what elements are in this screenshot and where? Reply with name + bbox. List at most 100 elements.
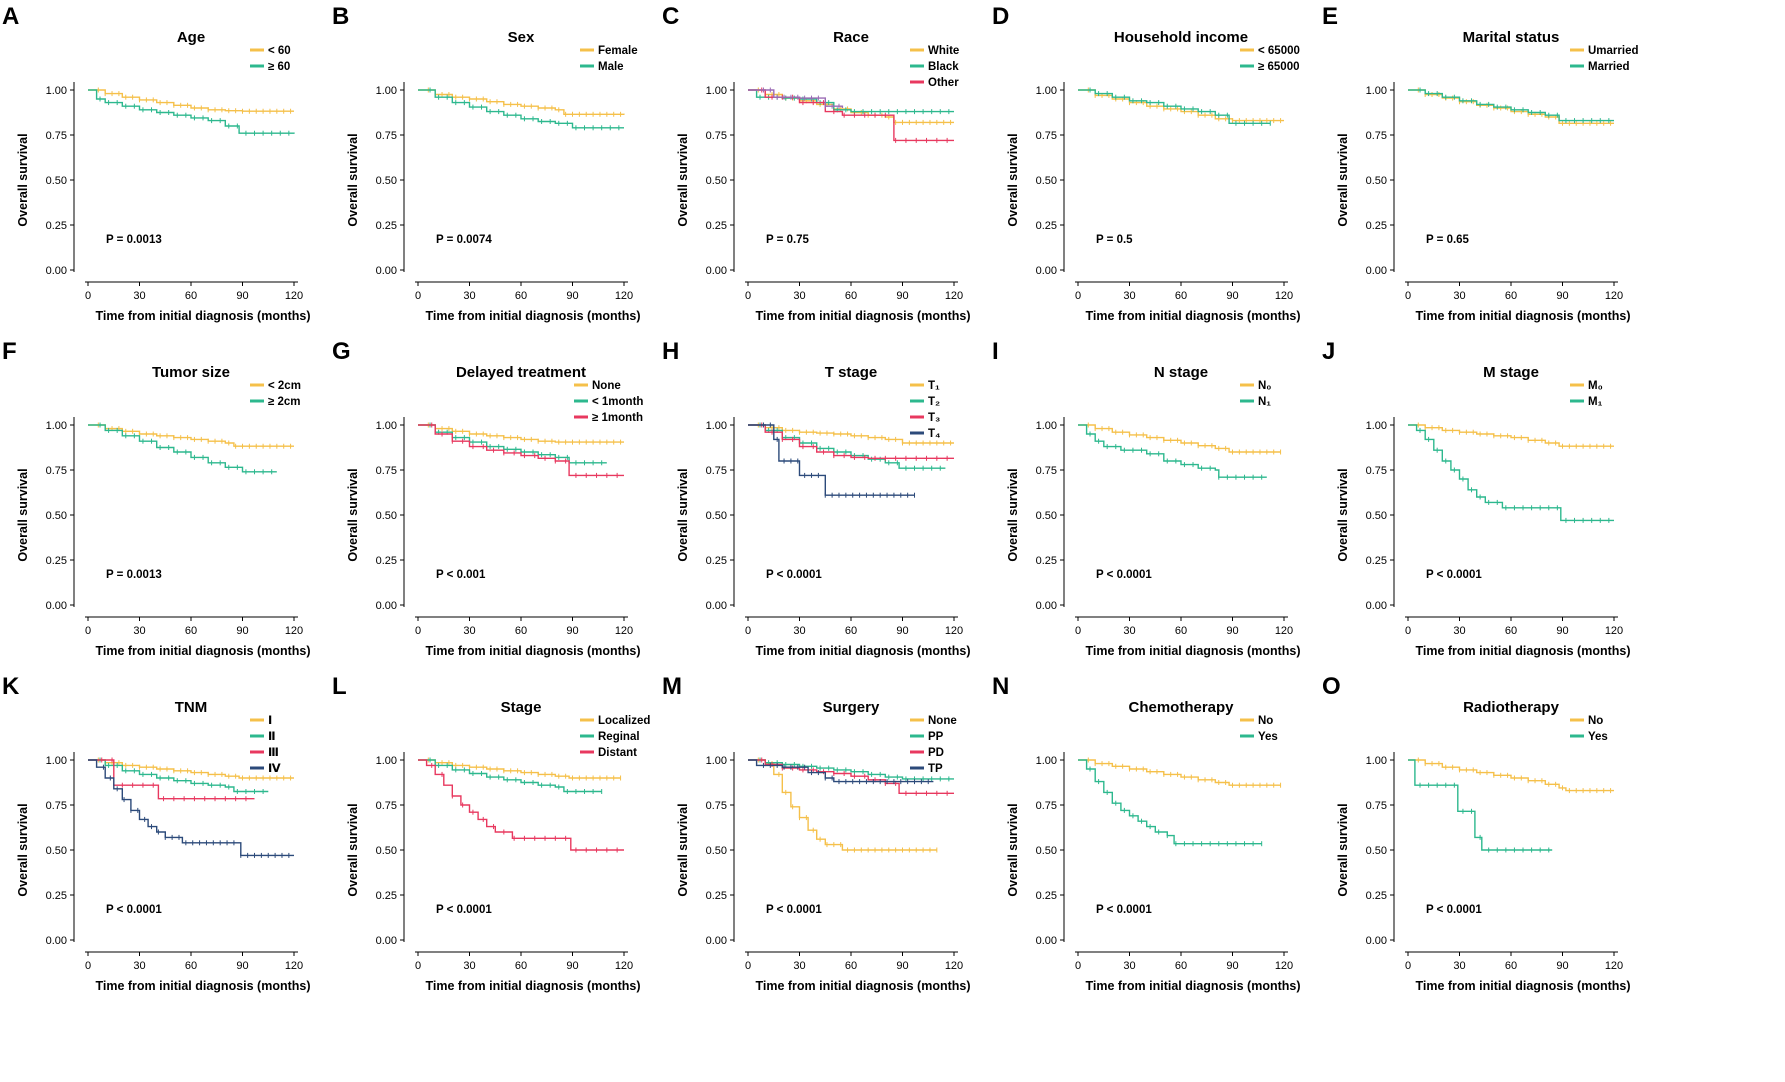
panel-e-svg: E Marital status 0.00 0.25 0.50 0.75 1.00 0 30 60… [1322,3,1639,323]
panel-letter: A [2,3,19,30]
x-axis-label: Time from initial diagnosis (months) [755,644,970,658]
p-value-label: P = 0.0013 [106,569,162,581]
survival-curve [1078,759,1281,786]
p-value-label: P < 0.0001 [1426,569,1482,581]
x-tick-label: 90 [896,290,908,302]
x-tick-label: 0 [85,625,91,637]
y-tick-label: 0.00 [1366,935,1387,947]
panel-c-svg: C Race 0.00 0.25 0.50 0.75 1.00 0 30 60 90 120 Time … [662,3,971,323]
y-tick-label: 0.50 [46,175,67,187]
y-tick-label: 0.00 [1366,265,1387,277]
survival-curve [88,89,295,134]
panel-letter: E [1322,3,1338,30]
y-axis-label: Overall survival [16,133,30,226]
x-axis-label: Time from initial diagnosis (months) [425,644,640,658]
x-tick-label: 0 [1075,290,1081,302]
legend-label: Localized [598,715,650,727]
x-tick-label: 30 [1123,960,1135,972]
y-axis-label: Overall survival [346,468,360,561]
y-axis-label: Overall survival [1336,803,1350,896]
p-value-label: P = 0.0074 [436,234,492,246]
y-tick-label: 0.00 [1036,265,1057,277]
y-tick-label: 0.50 [1366,175,1387,187]
legend-label: M₁ [1588,396,1603,408]
survival-curve [748,89,954,113]
panel-k-svg: K TNM 0.00 0.25 0.50 0.75 1.00 0 30 60 90 120 Time f… [2,673,311,993]
panel-f-svg: F Tumor size 0.00 0.25 0.50 0.75 1.00 0 30 60 90 12… [2,338,311,658]
y-tick-label: 0.50 [706,845,727,857]
chart-title: M stage [1483,364,1539,381]
x-tick-label: 30 [1453,625,1465,637]
p-value-label: P < 0.0001 [766,904,822,916]
x-tick-label: 90 [896,960,908,972]
survival-curve [748,424,915,496]
legend-label: ≥ 1month [592,412,643,424]
x-tick-label: 90 [566,960,578,972]
survival-curve [1078,759,1262,845]
x-tick-label: 120 [945,960,963,972]
x-tick-label: 30 [133,625,145,637]
y-tick-label: 0.00 [46,600,67,612]
x-tick-label: 60 [515,960,527,972]
x-tick-label: 60 [1505,625,1517,637]
x-tick-label: 120 [1605,625,1623,637]
y-tick-label: 0.00 [1366,600,1387,612]
panel-letter: D [992,3,1009,30]
y-axis-label: Overall survival [1336,133,1350,226]
legend-label: ≥ 60 [268,61,290,73]
y-tick-label: 0.50 [1036,175,1057,187]
legend-label: N₀ [1258,380,1272,392]
panel-h-svg: H T stage 0.00 0.25 0.50 0.75 1.00 0 30 60 90 120 Ti… [662,338,971,658]
panel-m-svg: M Surgery 0.00 0.25 0.50 0.75 1.00 0 30 60 90 120 Ti… [662,673,971,993]
legend-label: < 1month [592,396,643,408]
x-axis-label: Time from initial diagnosis (months) [95,979,310,993]
x-tick-label: 60 [185,625,197,637]
survival-curve [418,424,624,443]
x-tick-label: 0 [85,290,91,302]
p-value-label: P < 0.0001 [766,569,822,581]
x-tick-label: 90 [1556,290,1568,302]
x-tick-label: 0 [1405,290,1411,302]
survival-curve [88,759,294,857]
survival-curve [1078,424,1281,453]
y-tick-label: 1.00 [706,85,727,97]
x-tick-label: 0 [1405,625,1411,637]
y-tick-label: 0.25 [376,220,397,232]
panel-n-svg: N Chemotherapy 0.00 0.25 0.50 0.75 1.00 0 30 60 90… [992,673,1301,993]
y-tick-label: 1.00 [1036,85,1057,97]
x-tick-label: 60 [185,290,197,302]
x-tick-label: 120 [945,625,963,637]
y-tick-label: 1.00 [1036,755,1057,767]
panel-letter: B [332,3,349,30]
x-tick-label: 60 [515,290,527,302]
survival-curve [418,89,624,129]
y-tick-label: 0.75 [376,130,397,142]
x-tick-label: 120 [1605,960,1623,972]
legend-label: T₁ [928,380,940,392]
x-tick-label: 120 [1275,290,1293,302]
y-tick-label: 0.25 [1366,220,1387,232]
survival-curve [1078,424,1267,478]
y-tick-label: 0.00 [706,600,727,612]
x-tick-label: 30 [1123,625,1135,637]
survival-curve [1408,759,1614,792]
y-axis-label: Overall survival [676,468,690,561]
legend-label: Distant [598,747,637,759]
y-tick-label: 0.25 [1366,890,1387,902]
legend-label: Umarried [1588,45,1639,57]
x-tick-label: 30 [793,625,805,637]
x-tick-label: 90 [1226,960,1238,972]
x-tick-label: 60 [1175,625,1187,637]
x-tick-label: 120 [615,960,633,972]
x-axis-label: Time from initial diagnosis (months) [1085,309,1300,323]
x-axis-label: Time from initial diagnosis (months) [1415,309,1630,323]
x-tick-label: 120 [1275,960,1293,972]
survival-curve [1408,89,1614,122]
y-tick-label: 0.50 [1036,510,1057,522]
y-tick-label: 0.50 [376,175,397,187]
y-tick-label: 1.00 [46,420,67,432]
x-axis-label: Time from initial diagnosis (months) [425,979,640,993]
panel-letter: O [1322,673,1341,700]
x-tick-label: 120 [1275,625,1293,637]
y-tick-label: 0.25 [376,555,397,567]
